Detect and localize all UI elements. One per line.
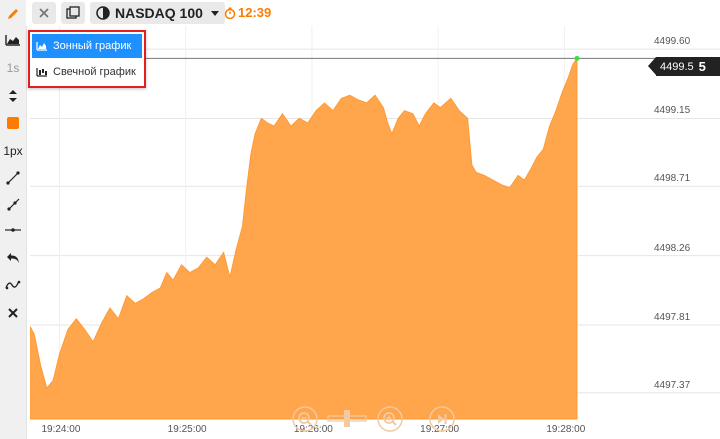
pencil-icon[interactable] bbox=[0, 2, 26, 26]
stopwatch-icon bbox=[224, 7, 236, 19]
x-tick-label: 19:27:00 bbox=[420, 424, 460, 435]
trend-line-icon[interactable] bbox=[0, 166, 26, 190]
zoom-slider-icon bbox=[327, 410, 367, 427]
instrument-name: NASDAQ 100 bbox=[115, 5, 203, 21]
area-chart-icon[interactable] bbox=[0, 28, 26, 52]
x-tick-label: 19:24:00 bbox=[41, 424, 81, 435]
menu-item-label: Зонный график bbox=[53, 40, 132, 52]
drawing-toolbar: 1s 1px bbox=[0, 0, 27, 439]
scroll-to-end-button[interactable] bbox=[428, 405, 456, 433]
expiry-timer: 12:39 bbox=[224, 5, 271, 20]
y-tick-label: 4499.60 bbox=[654, 36, 691, 48]
chart-type-menu: Зонный график Свечной график bbox=[28, 30, 146, 88]
x-tick-label: 19:25:00 bbox=[167, 424, 207, 435]
timeframe-label[interactable]: 1s bbox=[6, 61, 20, 75]
x-tick-label: 19:26:00 bbox=[293, 424, 333, 435]
current-price-dot bbox=[574, 55, 580, 61]
copy-icon bbox=[66, 6, 80, 19]
zoom-out-icon bbox=[292, 406, 318, 432]
ray-line-icon[interactable] bbox=[0, 193, 26, 217]
horizontal-line-icon[interactable] bbox=[0, 218, 26, 242]
top-bar: NASDAQ 100 12:39 bbox=[26, 0, 720, 26]
zoom-in-icon bbox=[377, 406, 403, 432]
close-icon bbox=[39, 8, 49, 18]
zoom-out-button[interactable] bbox=[291, 405, 319, 433]
line-width-label[interactable]: 1px bbox=[3, 144, 23, 158]
instrument-selector[interactable]: NASDAQ 100 bbox=[90, 2, 225, 24]
menu-item-candle-chart[interactable]: Свечной график bbox=[32, 60, 142, 84]
duplicate-chart-button[interactable] bbox=[61, 2, 85, 24]
current-price-value: 4499.5 bbox=[660, 60, 694, 73]
y-tick-label: 4498.26 bbox=[654, 242, 691, 254]
menu-item-area-chart[interactable]: Зонный график bbox=[32, 34, 142, 58]
current-price-last-digit: 5 bbox=[698, 59, 706, 74]
x-tick-label: 19:28:00 bbox=[546, 424, 586, 435]
chevron-down-icon bbox=[210, 10, 219, 16]
wave-tool-icon[interactable] bbox=[0, 273, 26, 297]
chart-canvas bbox=[30, 26, 720, 420]
up-down-arrows-icon[interactable] bbox=[0, 84, 26, 108]
y-tick-label: 4497.37 bbox=[654, 379, 691, 391]
color-swatch[interactable] bbox=[0, 111, 26, 135]
area-series bbox=[30, 56, 578, 420]
zoom-in-button[interactable] bbox=[376, 405, 404, 433]
menu-item-label: Свечной график bbox=[53, 66, 136, 78]
current-price-tag: 4499.5 5 bbox=[648, 57, 720, 76]
skip-end-icon bbox=[429, 406, 455, 432]
close-chart-button[interactable] bbox=[32, 2, 56, 24]
y-tick-label: 4499.15 bbox=[654, 105, 691, 117]
close-icon[interactable] bbox=[0, 301, 26, 325]
area-chart-icon bbox=[36, 41, 50, 51]
y-tick-label: 4498.71 bbox=[654, 173, 691, 185]
undo-icon[interactable] bbox=[0, 246, 26, 270]
candlestick-icon bbox=[36, 67, 50, 77]
zoom-slider[interactable] bbox=[327, 405, 367, 433]
price-chart[interactable]: 4499.60 4499.15 4498.71 4498.26 4497.81 4497.… bbox=[30, 26, 720, 439]
y-tick-label: 4497.81 bbox=[654, 311, 691, 323]
timer-value: 12:39 bbox=[238, 5, 272, 20]
instrument-icon bbox=[96, 6, 110, 20]
